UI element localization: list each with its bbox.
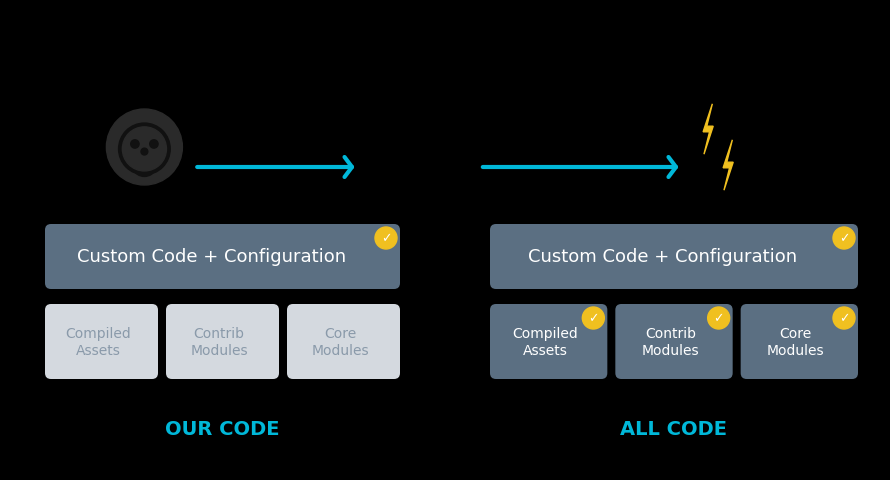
FancyBboxPatch shape — [45, 304, 158, 379]
FancyBboxPatch shape — [45, 225, 400, 289]
Polygon shape — [703, 105, 713, 155]
Text: Core
Modules: Core Modules — [767, 327, 825, 357]
Circle shape — [122, 128, 166, 171]
Text: ✓: ✓ — [381, 232, 392, 245]
Circle shape — [833, 228, 855, 250]
Circle shape — [582, 307, 604, 329]
Circle shape — [833, 307, 855, 329]
Polygon shape — [125, 114, 142, 134]
Circle shape — [150, 141, 158, 149]
Circle shape — [141, 149, 148, 156]
Circle shape — [107, 110, 182, 186]
FancyBboxPatch shape — [490, 225, 858, 289]
Polygon shape — [723, 141, 733, 191]
Polygon shape — [146, 114, 164, 134]
Text: Contrib
Modules: Contrib Modules — [642, 327, 700, 357]
Text: Custom Code + Configuration: Custom Code + Configuration — [529, 248, 797, 266]
Text: Compiled
Assets: Compiled Assets — [65, 327, 131, 357]
Text: ✓: ✓ — [838, 312, 849, 325]
Circle shape — [375, 228, 397, 250]
FancyBboxPatch shape — [166, 304, 279, 379]
Text: ALL CODE: ALL CODE — [620, 420, 727, 439]
Circle shape — [131, 141, 139, 149]
Text: ✓: ✓ — [714, 312, 724, 325]
Circle shape — [118, 124, 170, 175]
FancyBboxPatch shape — [740, 304, 858, 379]
Text: Core
Modules: Core Modules — [312, 327, 369, 357]
Text: Custom Code + Configuration: Custom Code + Configuration — [77, 248, 346, 266]
Circle shape — [708, 307, 730, 329]
FancyBboxPatch shape — [615, 304, 732, 379]
Text: Compiled
Assets: Compiled Assets — [513, 327, 578, 357]
Ellipse shape — [135, 164, 154, 177]
FancyBboxPatch shape — [490, 304, 607, 379]
FancyBboxPatch shape — [287, 304, 400, 379]
Text: Contrib
Modules: Contrib Modules — [190, 327, 248, 357]
Text: ✓: ✓ — [588, 312, 599, 325]
Text: OUR CODE: OUR CODE — [166, 420, 279, 439]
Text: ✓: ✓ — [838, 232, 849, 245]
